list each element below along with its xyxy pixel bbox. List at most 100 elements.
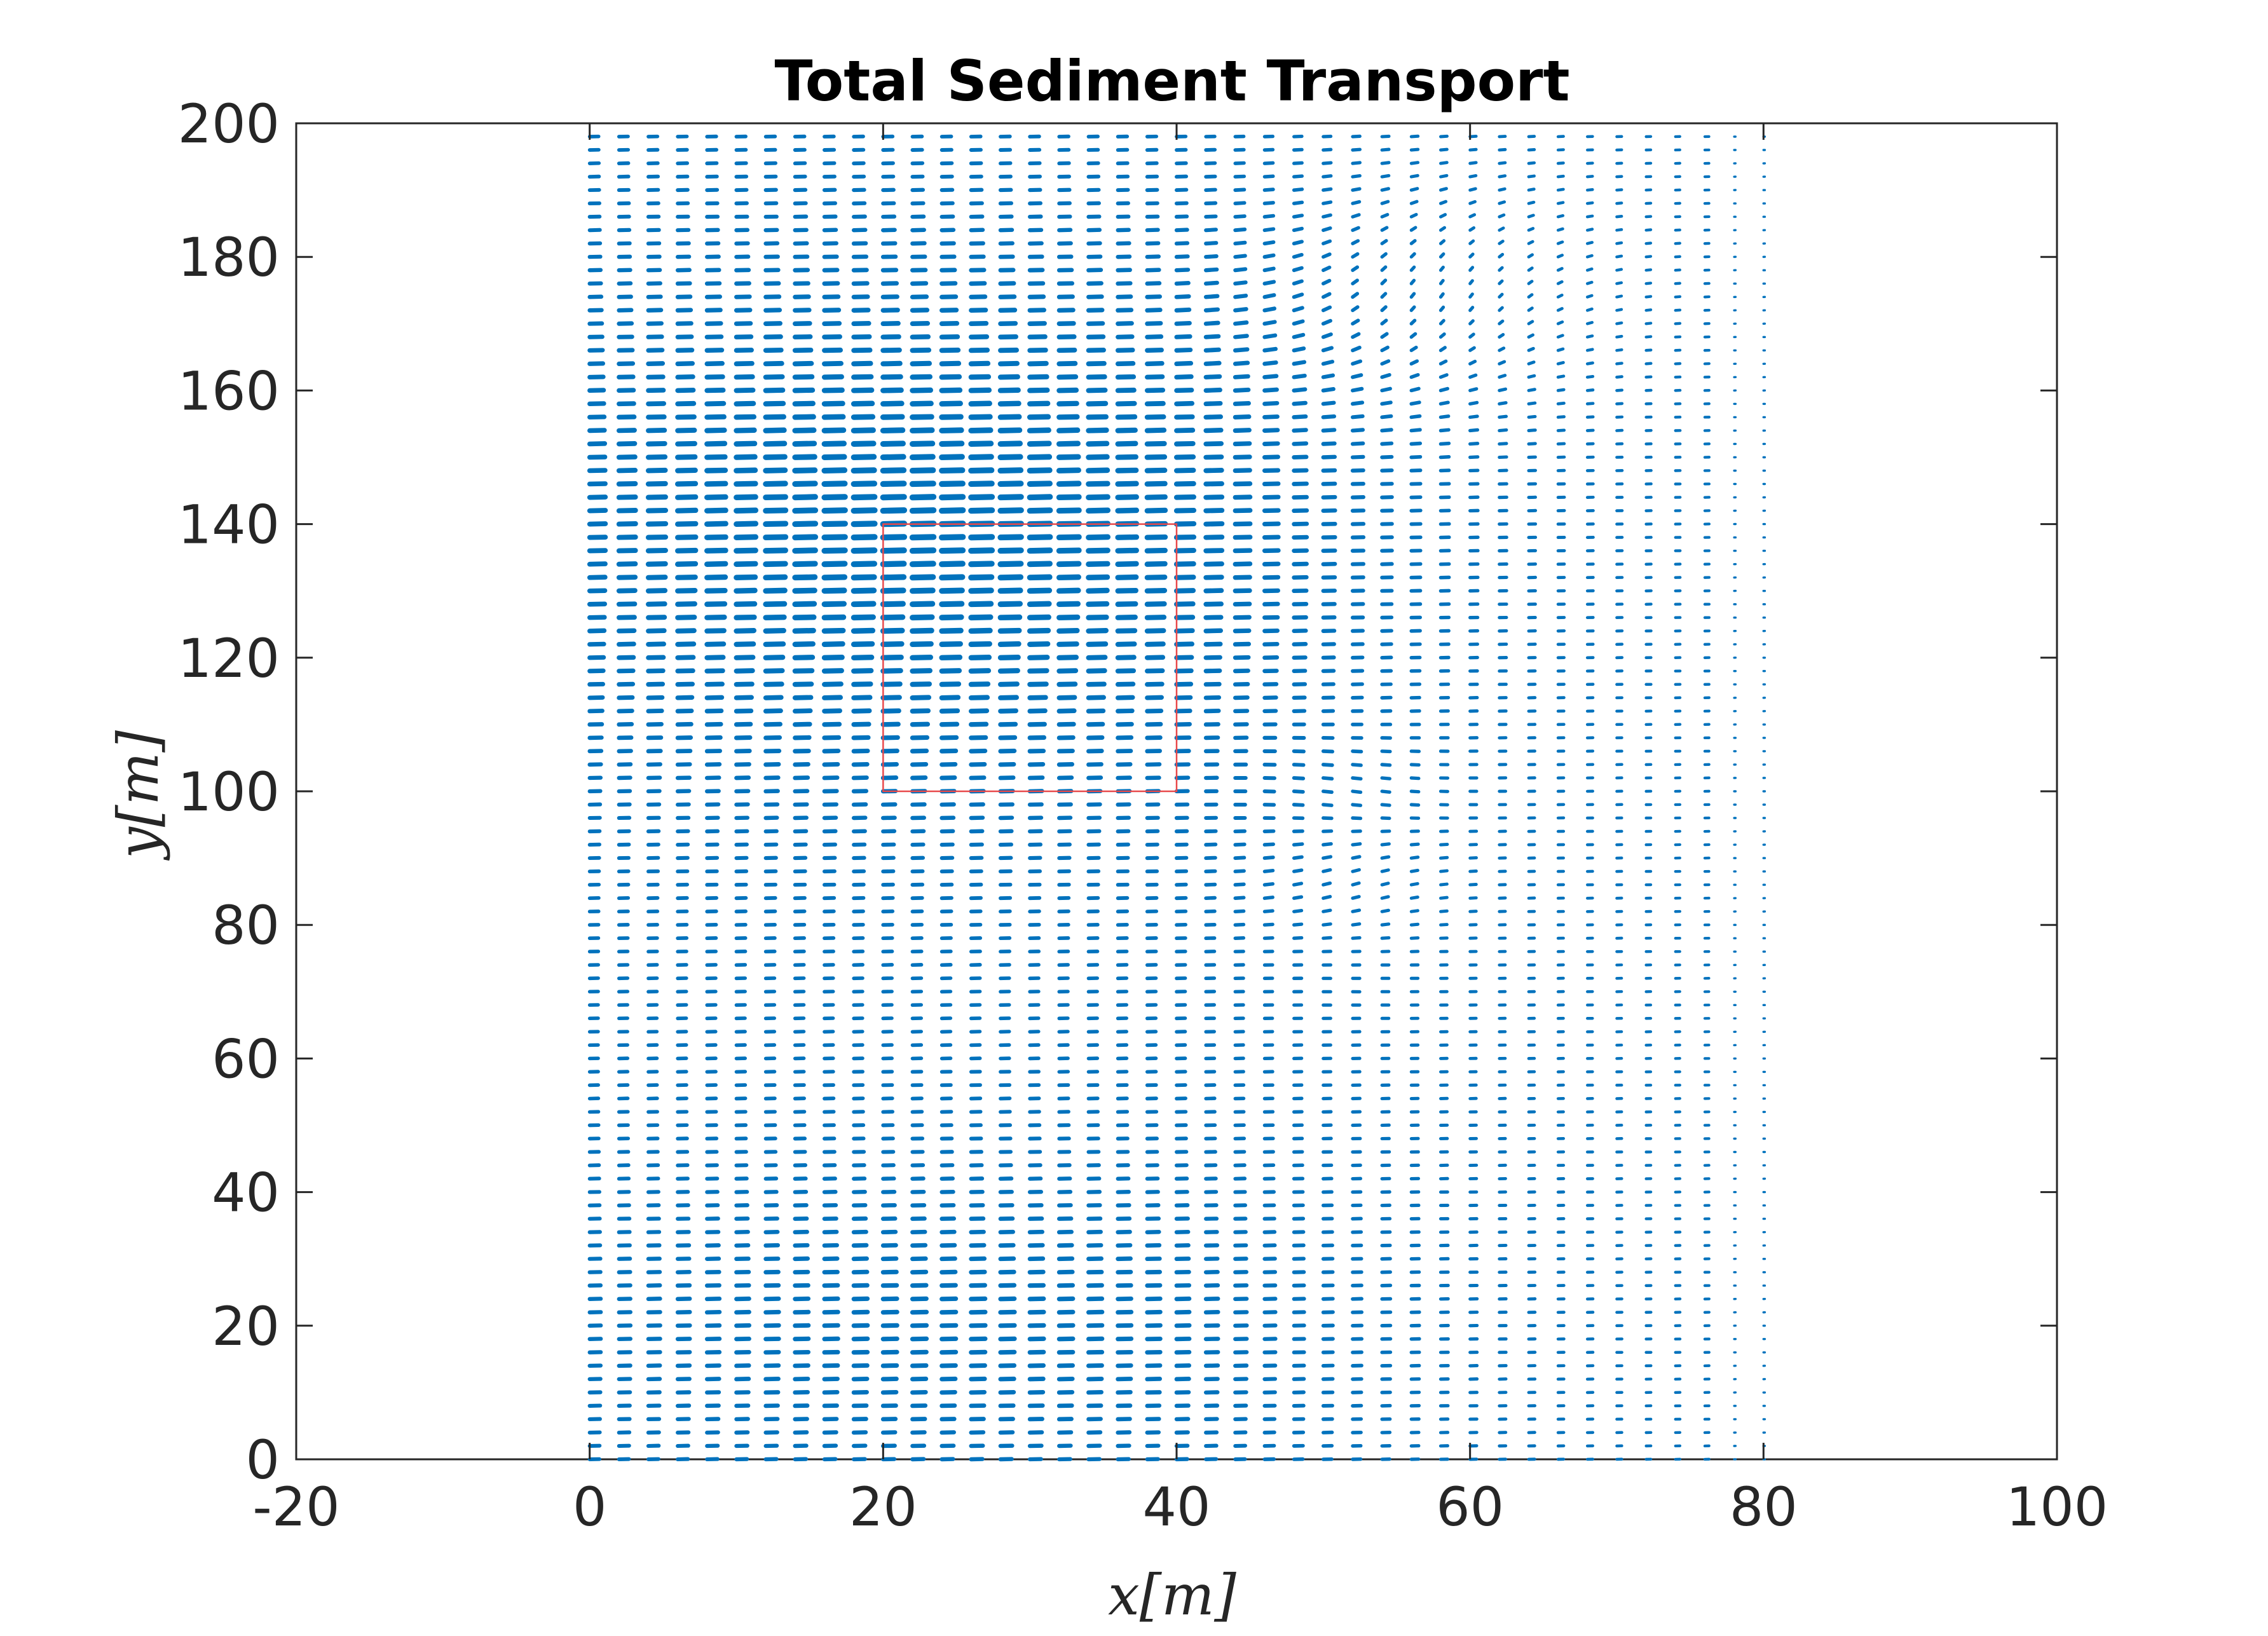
vector-arrow bbox=[822, 1323, 840, 1328]
vector-arrow bbox=[1615, 375, 1623, 379]
vector-arrow bbox=[1116, 1323, 1134, 1328]
vector-arrow bbox=[939, 1389, 957, 1395]
vector-arrow bbox=[822, 775, 840, 781]
vector-arrow bbox=[850, 587, 877, 594]
vector-arrow bbox=[1409, 454, 1423, 460]
vector-arrow bbox=[1203, 535, 1225, 540]
vector-arrow bbox=[1351, 922, 1362, 927]
vector-arrow bbox=[939, 1256, 957, 1262]
vector-arrow bbox=[1292, 373, 1307, 379]
vector-arrow bbox=[997, 414, 1022, 420]
vector-arrow bbox=[1203, 334, 1221, 339]
vector-arrow bbox=[821, 494, 848, 501]
vector-arrow bbox=[587, 468, 608, 474]
vector-arrow bbox=[1321, 468, 1337, 473]
vector-arrow bbox=[1644, 255, 1653, 259]
vector-arrow bbox=[704, 587, 728, 594]
vector-arrow bbox=[939, 467, 966, 474]
vector-arrow bbox=[792, 695, 814, 700]
vector-arrow bbox=[1233, 575, 1252, 580]
vector-arrow bbox=[1233, 468, 1252, 474]
vector-arrow bbox=[792, 347, 814, 353]
vector-arrow bbox=[997, 574, 1024, 581]
vector-arrow bbox=[1203, 494, 1225, 500]
vector-arrow bbox=[1233, 334, 1249, 339]
vector-arrow bbox=[1586, 241, 1594, 245]
vector-arrow bbox=[1498, 387, 1508, 392]
vector-arrow bbox=[1438, 292, 1445, 299]
vector-arrow bbox=[1322, 881, 1332, 887]
vector-arrow bbox=[1292, 428, 1308, 433]
vector-arrow bbox=[1468, 414, 1479, 419]
vector-arrow bbox=[793, 775, 810, 781]
vector-arrow bbox=[1086, 308, 1105, 313]
vector-arrow bbox=[1056, 414, 1080, 420]
vector-arrow bbox=[1380, 855, 1391, 860]
vector-arrow bbox=[821, 574, 848, 581]
y-tick-label: 20 bbox=[212, 1295, 280, 1358]
vector-arrow bbox=[1086, 1389, 1103, 1395]
vector-arrow bbox=[1439, 855, 1449, 860]
vector-arrow bbox=[1204, 869, 1217, 873]
vector-arrow bbox=[1233, 896, 1246, 900]
vector-arrow bbox=[1380, 147, 1391, 152]
vector-arrow bbox=[1527, 214, 1535, 219]
vector-arrow bbox=[968, 587, 994, 594]
vector-arrow bbox=[822, 1256, 840, 1262]
vector-arrow bbox=[704, 614, 727, 620]
vector-arrow bbox=[1056, 454, 1081, 460]
vector-arrow bbox=[1262, 414, 1280, 419]
vector-arrow bbox=[734, 547, 758, 554]
vector-arrow bbox=[969, 1349, 988, 1355]
vector-arrow bbox=[646, 388, 666, 393]
vector-arrow bbox=[998, 1363, 1017, 1368]
vector-arrow bbox=[1527, 360, 1536, 365]
vector-arrow bbox=[1027, 1256, 1046, 1262]
vector-arrow bbox=[792, 547, 818, 554]
vector-arrow bbox=[1115, 547, 1139, 554]
vector-arrow bbox=[1262, 896, 1274, 900]
vector-arrow bbox=[998, 695, 1019, 700]
vector-arrow bbox=[587, 535, 608, 540]
vector-arrow bbox=[1086, 655, 1108, 660]
vector-arrow bbox=[1292, 279, 1304, 286]
vector-arrow bbox=[1233, 695, 1250, 700]
vector-arrow bbox=[939, 1323, 959, 1328]
vector-arrow bbox=[1409, 896, 1419, 900]
vector-arrow bbox=[850, 454, 877, 460]
vector-arrow bbox=[1027, 1323, 1046, 1328]
vector-arrow bbox=[1409, 226, 1418, 232]
vector-arrow bbox=[1351, 868, 1361, 873]
vector-arrow bbox=[1027, 775, 1045, 781]
vector-arrow bbox=[617, 681, 636, 687]
vector-arrow bbox=[968, 547, 995, 554]
vector-arrow bbox=[821, 414, 846, 420]
vector-arrow bbox=[1174, 695, 1193, 700]
vector-arrow bbox=[734, 735, 753, 740]
vector-arrow bbox=[1438, 346, 1447, 352]
vector-arrow bbox=[1144, 507, 1168, 514]
vector-arrow bbox=[1586, 294, 1594, 299]
vector-arrow bbox=[1262, 187, 1275, 192]
vector-arrow bbox=[1027, 655, 1050, 660]
vector-arrow bbox=[1115, 574, 1139, 580]
vector-arrow bbox=[1409, 359, 1419, 366]
vector-arrow bbox=[793, 308, 812, 313]
vector-arrow bbox=[1027, 387, 1050, 393]
vector-arrow bbox=[1498, 374, 1507, 379]
vector-arrow bbox=[1262, 374, 1279, 379]
vector-arrow bbox=[587, 575, 608, 580]
vector-arrow bbox=[1262, 147, 1275, 152]
vector-arrow bbox=[1203, 414, 1224, 420]
vector-arrow bbox=[646, 695, 665, 700]
vector-arrow bbox=[968, 681, 991, 687]
vector-arrow bbox=[763, 721, 782, 727]
vector-arrow bbox=[1438, 373, 1449, 379]
vector-arrow bbox=[1203, 428, 1224, 433]
vector-arrow bbox=[1380, 789, 1391, 794]
vector-arrow bbox=[646, 374, 666, 380]
vector-arrow bbox=[968, 507, 995, 514]
vector-arrow bbox=[616, 535, 638, 540]
vector-arrow bbox=[1027, 587, 1053, 594]
vector-arrow bbox=[822, 721, 842, 727]
